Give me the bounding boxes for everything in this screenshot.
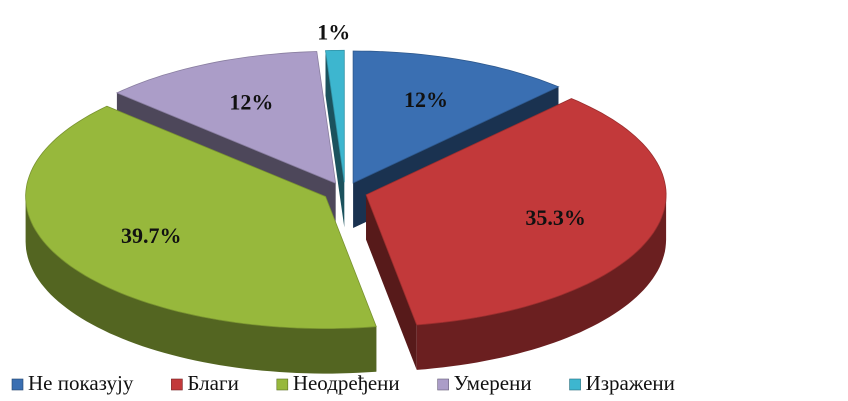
slice [325,49,345,183]
data-label: 1% [317,20,350,45]
legend-marker [569,378,581,391]
slice [115,51,337,184]
slice-wall [416,194,667,370]
legend-label: Изражени [586,371,675,395]
slice [25,105,377,329]
legend-marker [276,378,289,391]
legend-label: Неодређени [293,371,400,395]
legend-marker [437,378,449,391]
slice-wall [25,196,377,374]
legend-label: Благи [187,371,238,395]
data-label: 12% [229,89,273,114]
legend-label: Умерени [454,371,532,395]
data-label: 39.7% [121,223,182,248]
slice-side [325,50,345,228]
slice [365,98,667,326]
data-label: 12% [404,87,448,112]
slice-side [366,194,417,370]
slice [352,50,560,184]
legend-marker [11,378,24,391]
legend-label: Не показују [28,371,134,395]
data-label: 35.3% [525,205,586,230]
legend-marker [171,378,183,391]
